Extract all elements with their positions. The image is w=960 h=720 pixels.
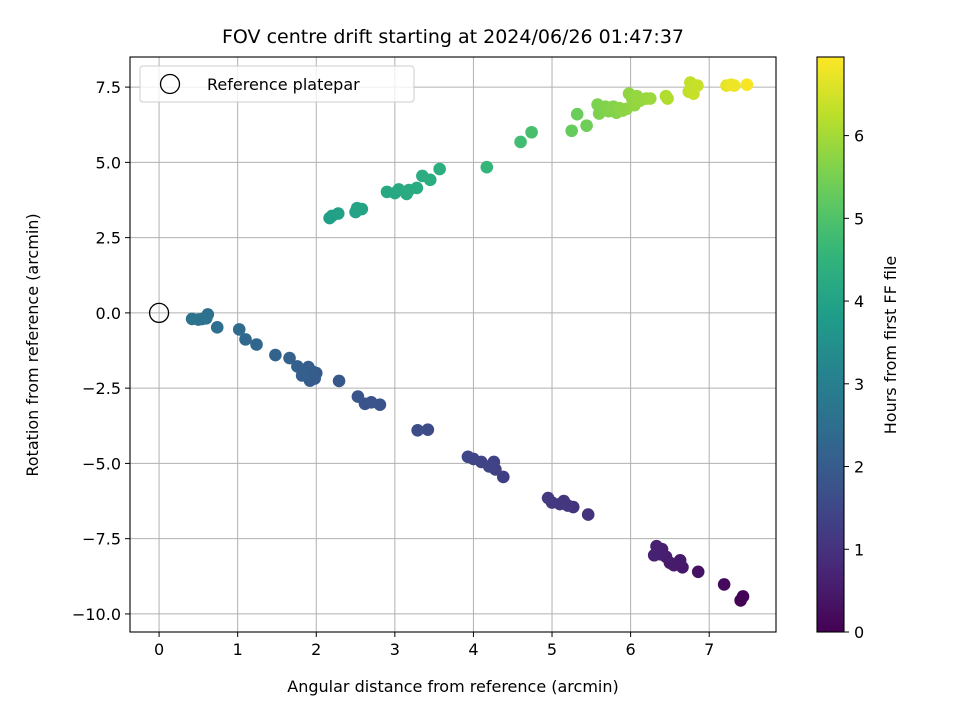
- data-point: [351, 390, 365, 403]
- data-point: [480, 160, 494, 174]
- grid: [130, 57, 776, 632]
- reference-point: [148, 302, 170, 324]
- x-tick-label: 2: [311, 640, 321, 659]
- data-point: [647, 548, 661, 562]
- data-point: [332, 374, 346, 388]
- data-point: [717, 578, 731, 591]
- colorbar-tick-label: 3: [854, 375, 864, 394]
- y-tick-label: 5.0: [96, 153, 121, 172]
- y-ticks: −10.0 −7.5 −5.0 −2.5 0.0 2.5 5.0 7.5: [72, 78, 130, 624]
- chart-title: FOV centre drift starting at 2024/06/26 …: [222, 26, 684, 48]
- y-tick-label: 0.0: [96, 304, 121, 323]
- plot-frame: [129, 56, 777, 633]
- x-axis-label: Angular distance from reference (arcmin): [287, 677, 618, 696]
- data-point: [691, 79, 704, 92]
- legend-entry-reference-platepar: Reference platepar: [207, 75, 360, 94]
- y-tick-label: −10.0: [72, 605, 121, 624]
- data-point: [239, 333, 252, 346]
- data-point: [581, 508, 595, 521]
- x-ticks: 0 1 2 3 4 5 6 7: [154, 632, 714, 659]
- colorbar-ticks: 0 1 2 3 4 5 6: [844, 127, 864, 642]
- data-point: [250, 338, 263, 351]
- colorbar: 0 1 2 3 4 5 6 Hours from first FF file: [816, 56, 900, 642]
- data-point: [291, 360, 304, 373]
- data-point: [461, 450, 475, 464]
- data-point: [411, 423, 424, 437]
- reference-layer: [148, 302, 170, 324]
- data-point: [410, 181, 424, 195]
- data-point: [643, 92, 657, 105]
- data-point: [734, 594, 747, 607]
- colorbar-label: Hours from first FF file: [881, 256, 900, 435]
- y-tick-label: 7.5: [96, 78, 121, 97]
- legend-marker-open-circle: [159, 73, 181, 95]
- data-point: [232, 323, 246, 336]
- y-tick-label: −7.5: [82, 530, 121, 549]
- data-point: [269, 348, 282, 362]
- data-point: [331, 207, 345, 220]
- x-tick-label: 1: [233, 640, 243, 659]
- data-point: [541, 491, 555, 505]
- data-point: [283, 351, 296, 365]
- data-point: [565, 124, 578, 138]
- data-point: [185, 312, 199, 326]
- y-tick-label: −2.5: [82, 379, 121, 398]
- colorbar-tick-label: 2: [854, 458, 864, 477]
- x-tick-label: 4: [468, 640, 478, 659]
- colorbar-gradient: [816, 56, 845, 633]
- legend-box: [139, 65, 415, 103]
- data-point: [728, 79, 741, 92]
- data-point: [580, 119, 593, 132]
- x-tick-label: 6: [626, 640, 636, 659]
- data-point: [421, 423, 435, 436]
- colorbar-tick-label: 6: [854, 127, 864, 146]
- y-axis-label: Rotation from reference (arcmin): [23, 213, 42, 476]
- data-point: [661, 92, 674, 105]
- legend: Reference platepar: [139, 65, 415, 103]
- data-point: [570, 107, 584, 121]
- colorbar-tick-label: 0: [854, 623, 864, 642]
- data-point: [691, 565, 705, 579]
- y-tick-label: −5.0: [82, 454, 121, 473]
- data-point: [433, 162, 446, 176]
- colorbar-tick-label: 4: [854, 292, 864, 311]
- data-point: [496, 470, 510, 484]
- x-tick-label: 0: [154, 640, 164, 659]
- data-point: [740, 78, 754, 91]
- data-point: [423, 173, 437, 187]
- x-tick-label: 5: [547, 640, 557, 659]
- data-point: [355, 202, 369, 216]
- colorbar-tick-label: 5: [854, 209, 864, 228]
- data-point: [525, 125, 538, 139]
- x-tick-label: 3: [390, 640, 400, 659]
- x-tick-label: 7: [704, 640, 714, 659]
- data-point: [210, 321, 224, 334]
- data-point: [514, 135, 527, 149]
- y-tick-label: 2.5: [96, 229, 121, 248]
- colorbar-tick-label: 1: [854, 540, 864, 559]
- data-points: [185, 76, 754, 607]
